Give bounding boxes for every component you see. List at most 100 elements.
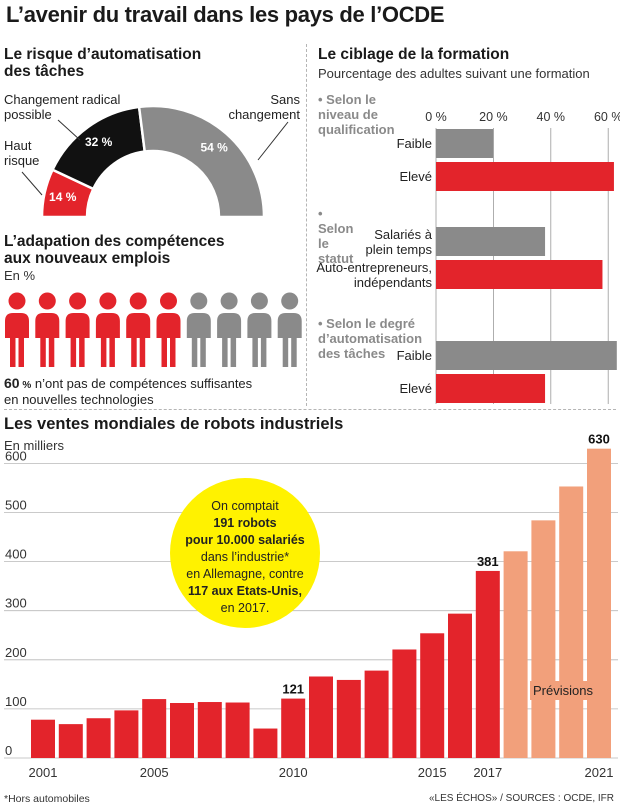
label-high-risk: Haut risque <box>4 138 39 168</box>
training-row-label: Faible <box>396 136 432 151</box>
callout-line1: On comptait <box>211 499 279 513</box>
training-tick-label: 0 % <box>425 110 447 124</box>
forecast-label: Prévisions <box>533 683 593 698</box>
callout-line7: en 2017. <box>220 601 270 615</box>
robots-ytick-label: 200 <box>5 645 27 660</box>
training-title: Le ciblage de la formation <box>318 46 510 63</box>
robots-xtick-label: 2010 <box>279 765 308 780</box>
person-icon <box>247 292 272 367</box>
robots-title: Les ventes mondiales de robots industrie… <box>4 415 344 433</box>
robots-bar <box>170 703 194 758</box>
label-no-change-line2: changement <box>228 107 300 122</box>
robots-bar <box>420 633 445 758</box>
training-bar <box>436 227 546 256</box>
skills-pct-value: 60 <box>4 375 20 391</box>
person-icon <box>5 292 29 367</box>
leader-line-high <box>21 171 43 196</box>
gauge-slice <box>137 104 266 219</box>
robots-ytick-label: 0 <box>5 743 12 758</box>
skills-caption-line1: 60 % n’ont pas de compétences suffisante… <box>4 376 252 393</box>
person-icon <box>35 292 60 367</box>
robots-xtick-label: 2015 <box>418 765 447 780</box>
automation-title-line1: Le risque d’automatisation <box>4 46 202 63</box>
robots-bar <box>58 724 83 758</box>
training-bar <box>436 260 603 289</box>
training-row-label-line2: plein temps <box>365 242 432 257</box>
automation-gauge: 14 % 32 % 54 % <box>21 104 289 219</box>
callout-line6: 117 aux Etats-Unis, <box>170 583 320 600</box>
training-subtitle: Pourcentage des adultes suivant une form… <box>318 66 590 81</box>
label-high-risk-line1: Haut <box>4 138 32 153</box>
sources: «LES ÉCHOS» / SOURCES : OCDE, IFR <box>428 793 614 804</box>
label-change-radical-line1: Changement radical <box>4 92 121 107</box>
robots-bar <box>309 676 333 758</box>
skills-people-chart <box>5 292 302 367</box>
label-no-change: Sans changement <box>228 92 300 122</box>
callout-bubble: On comptait 191 robots pour 10.000 salar… <box>170 478 320 628</box>
gauge-slice-label: 14 % <box>49 190 77 204</box>
robots-bar <box>503 551 528 758</box>
callout-line5: en Allemagne, contre <box>186 567 304 581</box>
label-change-radical-line2: possible <box>4 107 52 122</box>
robots-ytick-label: 600 <box>5 448 27 463</box>
robots-bar <box>197 702 222 758</box>
robots-bar <box>114 710 139 758</box>
robots-ytick-label: 500 <box>5 498 27 513</box>
leader-line-none <box>257 121 289 161</box>
skills-pct-sign: % <box>22 380 32 391</box>
robots-xtick-label: 2021 <box>585 765 614 780</box>
person-icon <box>217 292 242 367</box>
skills-unit: En % <box>4 268 36 283</box>
robots-bar <box>475 570 500 758</box>
forecast-label-bg <box>530 681 596 700</box>
gauge-slice-label: 32 % <box>85 135 113 149</box>
training-row-label: Salariés à plein temps <box>300 227 432 257</box>
training-row-label-line1: Auto-entrepreneurs, <box>316 260 432 275</box>
robots-xtick-label: 2005 <box>140 765 169 780</box>
callout-line3: pour 10.000 salariés <box>170 532 320 549</box>
robots-bar <box>531 520 556 758</box>
training-row-label: Elevé <box>399 169 432 184</box>
robots-bar <box>253 728 278 758</box>
robots-ytick-label: 100 <box>5 694 27 709</box>
training-tick-label: 20 % <box>479 110 508 124</box>
training-group-title: • Selon le degré d’automatisation des tâ… <box>318 316 423 361</box>
training-grid <box>435 128 617 404</box>
training-bar <box>436 162 614 191</box>
robots-bar <box>86 718 111 758</box>
page-title: L’avenir du travail dans les pays de l’O… <box>6 2 445 27</box>
callout-robot-count: 191 robots <box>213 516 277 530</box>
leader-line-change <box>57 119 81 141</box>
training-group-title: • Selon le statut <box>318 206 354 266</box>
training-tick-label: 40 % <box>536 110 566 124</box>
skills-title: L’adapation des compétences aux nouveaux… <box>4 233 225 267</box>
training-bar <box>436 341 617 370</box>
robots-bar <box>336 679 361 758</box>
vertical-divider <box>306 44 307 406</box>
automation-title-line2: des tâches <box>4 63 85 80</box>
robots-value-label: 630 <box>588 432 610 447</box>
training-group-title: • Selon le niveau de qualification <box>318 92 395 137</box>
person-icon <box>65 292 90 367</box>
skills-caption: 60 % n’ont pas de compétences suffisante… <box>4 376 252 407</box>
callout-line2: 191 robots <box>170 515 320 532</box>
skills-caption-text1: n’ont pas de compétences suffisantes <box>31 376 253 391</box>
training-row-label-line1: Salariés à <box>374 227 432 242</box>
robots-ytick-label: 400 <box>5 547 27 562</box>
footnote: *Hors automobiles <box>4 793 90 805</box>
skills-title-line2: aux nouveaux emplois <box>4 250 171 267</box>
training-row-label: Elevé <box>399 381 432 396</box>
callout-per-employees: pour 10.000 salariés <box>185 533 305 547</box>
robots-xtick-label: 2017 <box>473 765 502 780</box>
label-no-change-line1: Sans <box>270 92 300 107</box>
robots-bar <box>448 613 472 758</box>
callout-us-count: 117 aux Etats-Unis, <box>188 584 302 598</box>
person-icon <box>186 292 211 367</box>
automation-title: Le risque d’automatisation des tâches <box>4 46 201 80</box>
robots-unit: En milliers <box>4 438 64 453</box>
robots-bar <box>587 448 611 758</box>
robots-bar <box>225 702 250 758</box>
skills-title-line1: L’adapation des compétences <box>4 233 225 250</box>
label-change-radical: Changement radical possible <box>4 92 120 122</box>
training-bar <box>436 374 546 403</box>
